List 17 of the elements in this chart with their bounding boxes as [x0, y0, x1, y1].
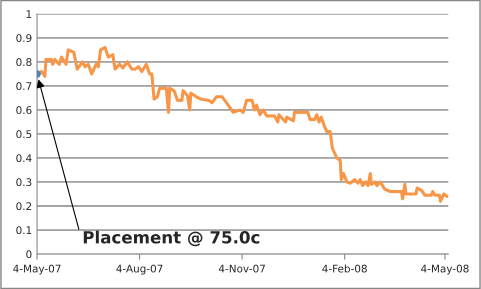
y-tick-label: 0.3 — [16, 178, 32, 186]
y-tick-label: 0.8 — [16, 58, 32, 66]
x-tick-label: 4-May-07 — [13, 264, 61, 275]
y-tick-label: 0.9 — [16, 34, 32, 42]
y-tick-label: 0.1 — [16, 226, 32, 234]
y-tick-label: 0 — [26, 250, 32, 258]
y-tick-label: 0.4 — [16, 154, 32, 162]
y-tick-label: 1 — [26, 10, 32, 18]
y-tick-label: 0.7 — [16, 82, 32, 90]
x-tick-label: 4-Nov-07 — [218, 264, 265, 273]
annotation: Placement @ 75.0c — [84, 230, 260, 246]
x-tick-label: 4-Feb-08 — [322, 264, 367, 273]
y-tick-label: 0.2 — [16, 202, 32, 210]
x-tick-label: 4-Aug-07 — [116, 264, 162, 275]
y-tick-label: 0.5 — [16, 130, 32, 138]
y-tick-label: 0.6 — [16, 106, 32, 114]
x-tick-label: 4-May-08 — [421, 264, 469, 275]
